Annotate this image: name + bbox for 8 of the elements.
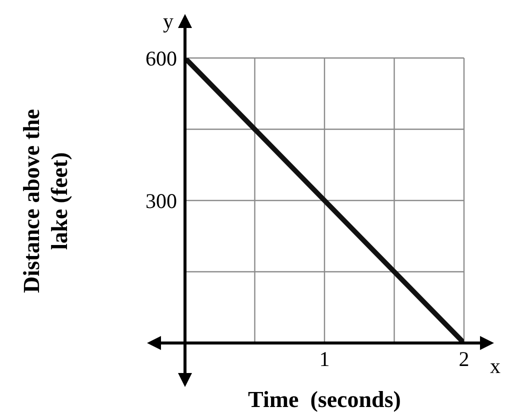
x-axis-title: Time (seconds): [247, 387, 402, 413]
text: y: [163, 9, 174, 33]
y-axis-title: Distance above the lake (feet): [18, 108, 73, 295]
x-tick-label: 1: [319, 346, 330, 371]
x-tick-label: 2: [458, 346, 470, 371]
text: x: [490, 354, 501, 378]
y-tick-label: 600: [146, 46, 177, 70]
y-tick-label: 300: [146, 188, 177, 213]
